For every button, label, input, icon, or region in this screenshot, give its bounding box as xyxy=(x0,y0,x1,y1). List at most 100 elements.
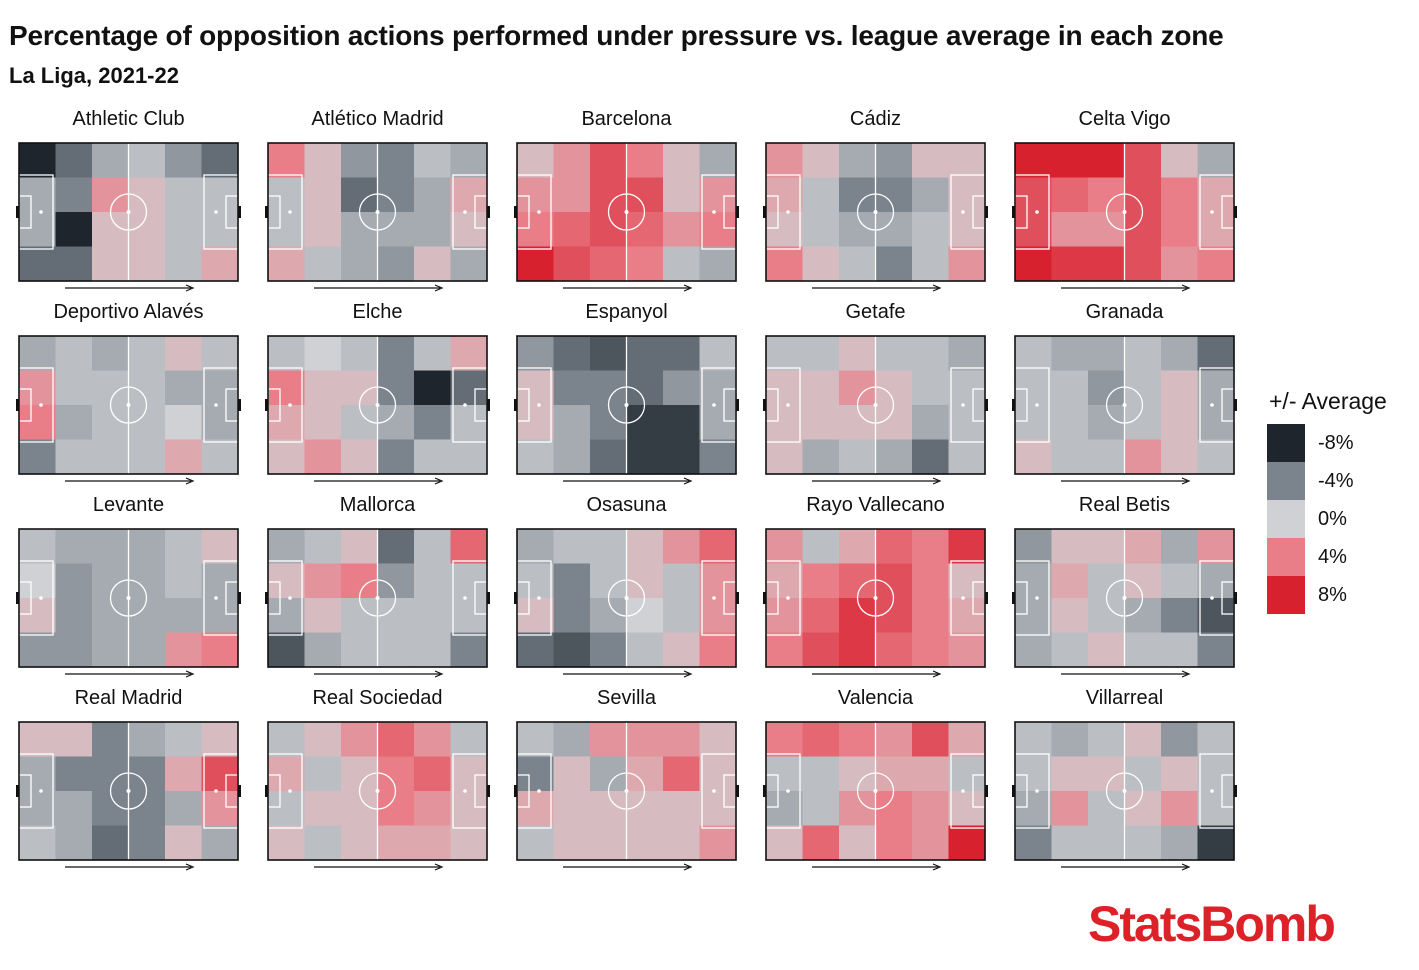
right-goal xyxy=(736,592,739,604)
zone-cell xyxy=(663,143,701,179)
centre-circle xyxy=(358,386,397,424)
zone-cell xyxy=(1051,143,1089,179)
zone-cell xyxy=(802,177,840,213)
zone-cell xyxy=(517,370,555,406)
zone-cell xyxy=(268,370,306,406)
zone-cell xyxy=(1051,563,1089,599)
zone-cell xyxy=(268,336,306,372)
team-title: Granada xyxy=(1085,301,1164,323)
zone-cell xyxy=(766,791,804,827)
zone-cell xyxy=(699,439,737,475)
zone-cell xyxy=(948,756,986,792)
zone-cell xyxy=(699,370,737,406)
zone-cell xyxy=(1197,598,1235,634)
zone-cell xyxy=(19,825,57,861)
zone-cell xyxy=(128,336,166,372)
zone-cell xyxy=(377,632,415,668)
pitch-heatmap xyxy=(763,335,988,485)
team-title: Athletic Club xyxy=(72,108,185,130)
zone-cell xyxy=(517,825,555,861)
zone-cell xyxy=(626,632,664,668)
pitch-heatmap xyxy=(1012,335,1237,485)
zone-cell xyxy=(165,405,203,441)
right-goal xyxy=(487,399,490,411)
zone-cell xyxy=(450,405,488,441)
left-penalty-spot xyxy=(1035,596,1039,600)
zone-cell xyxy=(1161,143,1199,179)
team-title: Deportivo Alavés xyxy=(53,301,204,323)
zone-cell xyxy=(304,598,342,634)
legend-label-neg8: -8% xyxy=(1318,432,1354,454)
arrow-head-icon xyxy=(185,863,195,871)
right-goal xyxy=(736,399,739,411)
zone-cell xyxy=(912,143,950,179)
zone-cell xyxy=(377,825,415,861)
right-goal xyxy=(238,399,241,411)
right-penalty-spot xyxy=(214,596,218,600)
zone-cell xyxy=(875,246,913,282)
zone-cell xyxy=(626,529,664,565)
zone-cell xyxy=(1197,791,1235,827)
zone-cell xyxy=(19,246,57,282)
zone-cell xyxy=(912,370,950,406)
right-goal xyxy=(1234,592,1237,604)
zone-cell xyxy=(912,439,950,475)
left-penalty-spot xyxy=(537,403,541,407)
centre-spot xyxy=(873,403,878,407)
zone-cell xyxy=(304,756,342,792)
zone-cell xyxy=(912,405,950,441)
right-goal xyxy=(487,785,490,797)
zone-cell xyxy=(19,370,57,406)
centre-spot xyxy=(375,789,380,793)
zone-cell xyxy=(699,529,737,565)
zone-cell xyxy=(1015,143,1053,179)
zone-cell xyxy=(663,632,701,668)
zone-cell xyxy=(165,791,203,827)
zone-cell xyxy=(19,405,57,441)
zone-cell xyxy=(1197,405,1235,441)
team-title: Osasuna xyxy=(586,494,667,516)
zone-cell xyxy=(55,212,93,248)
zone-cell xyxy=(414,177,452,213)
zone-cell xyxy=(802,825,840,861)
centre-circle xyxy=(358,579,397,617)
zone-cell xyxy=(19,336,57,372)
centre-spot xyxy=(1122,210,1127,214)
zone-cell xyxy=(802,405,840,441)
zone-cell xyxy=(1051,756,1089,792)
zone-cell xyxy=(699,212,737,248)
zone-cell xyxy=(663,370,701,406)
zone-cell xyxy=(766,177,804,213)
zone-cell xyxy=(201,212,239,248)
pitch-heatmap xyxy=(265,721,490,871)
zone-cell xyxy=(414,439,452,475)
left-goal xyxy=(763,592,766,604)
zone-cell xyxy=(268,246,306,282)
team-title: Getafe xyxy=(845,301,906,323)
zone-cell xyxy=(663,405,701,441)
arrow-head-icon xyxy=(932,670,942,678)
zone-cell xyxy=(1197,370,1235,406)
arrow-head-icon xyxy=(1181,863,1191,871)
zone-cell xyxy=(802,529,840,565)
zone-cell xyxy=(699,246,737,282)
zone-cell xyxy=(19,143,57,179)
zone-cell xyxy=(414,825,452,861)
zone-cell xyxy=(553,177,591,213)
zone-cell xyxy=(875,439,913,475)
right-penalty-spot xyxy=(463,210,467,214)
right-goal xyxy=(736,785,739,797)
zone-cell xyxy=(663,177,701,213)
pitch-heatmap xyxy=(763,528,988,678)
zone-cell xyxy=(1197,825,1235,861)
zone-cell xyxy=(304,143,342,179)
zone-cell xyxy=(517,177,555,213)
zone-cell xyxy=(1015,563,1053,599)
zone-cell xyxy=(1051,632,1089,668)
zone-cell xyxy=(912,791,950,827)
zone-cell xyxy=(19,598,57,634)
zone-cell xyxy=(92,439,130,475)
zone-cell xyxy=(201,177,239,213)
zone-cell xyxy=(341,529,379,565)
zone-cell xyxy=(450,632,488,668)
